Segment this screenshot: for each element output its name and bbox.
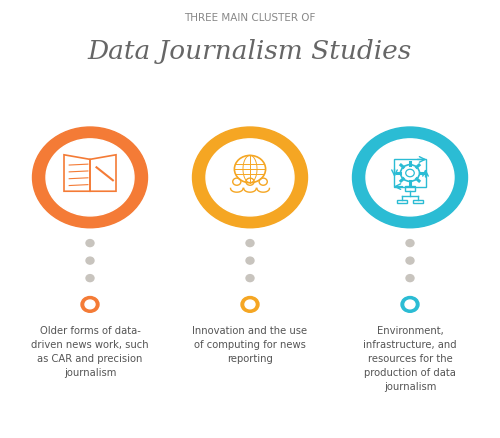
Circle shape — [406, 275, 414, 282]
Circle shape — [245, 300, 255, 309]
Circle shape — [406, 240, 414, 247]
Text: Environment,
infrastructure, and
resources for the
production of data
journalism: Environment, infrastructure, and resourc… — [363, 326, 457, 392]
Circle shape — [352, 127, 468, 228]
Circle shape — [32, 127, 148, 228]
Circle shape — [246, 240, 254, 247]
Circle shape — [366, 139, 454, 216]
Circle shape — [206, 139, 294, 216]
Text: Innovation and the use
of computing for news
reporting: Innovation and the use of computing for … — [192, 326, 308, 364]
Circle shape — [86, 275, 94, 282]
Circle shape — [406, 257, 414, 264]
Circle shape — [86, 257, 94, 264]
Circle shape — [401, 297, 419, 312]
Circle shape — [241, 297, 259, 312]
Text: THREE MAIN CLUSTER OF: THREE MAIN CLUSTER OF — [184, 13, 316, 23]
Circle shape — [246, 257, 254, 264]
Circle shape — [81, 297, 99, 312]
Circle shape — [192, 127, 308, 228]
Text: Data Journalism Studies: Data Journalism Studies — [88, 39, 412, 64]
Circle shape — [86, 240, 94, 247]
Circle shape — [85, 300, 95, 309]
Text: Older forms of data-
driven news work, such
as CAR and precision
journalism: Older forms of data- driven news work, s… — [31, 326, 149, 378]
Circle shape — [405, 300, 415, 309]
Circle shape — [46, 139, 134, 216]
Circle shape — [246, 275, 254, 282]
